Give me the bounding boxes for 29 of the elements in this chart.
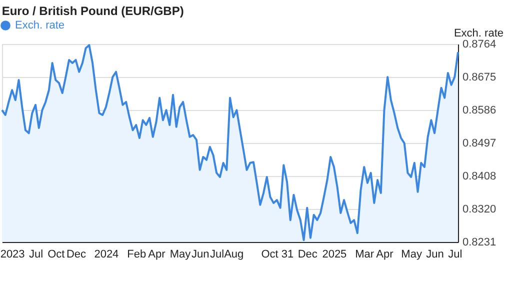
y2-tick-label: 0.8320 bbox=[462, 203, 496, 216]
x-tick-label: Dec bbox=[66, 248, 87, 260]
x-tick-label: Jul bbox=[29, 248, 44, 260]
y2-tick-label: 0.8231 bbox=[462, 236, 496, 248]
x-tick-label: 2023 bbox=[0, 248, 25, 260]
x-tick-label: Oct 31 bbox=[261, 248, 294, 260]
legend-label: Exch. rate bbox=[15, 20, 65, 32]
y2-tick-label: 0.8675 bbox=[462, 72, 496, 84]
x-tick-label: Apr bbox=[148, 248, 166, 260]
y2-tick-label: 0.8586 bbox=[462, 104, 496, 117]
x-tick-label: Jul bbox=[210, 248, 224, 260]
x-tick-label: Oct bbox=[48, 248, 65, 260]
x-tick-label: Aug bbox=[224, 248, 244, 260]
x-tick-label: Jun bbox=[426, 248, 444, 260]
x-tick-label: Jul bbox=[448, 248, 462, 260]
chart-title: Euro / British Pound (EUR/GBP) bbox=[2, 4, 184, 18]
x-tick-label: 2025 bbox=[322, 248, 347, 260]
x-tick-label: Jun bbox=[191, 248, 210, 260]
y2-tick-label: 0.8408 bbox=[462, 170, 496, 183]
y2-axis-title: Exch. rate bbox=[454, 28, 504, 40]
x-tick-label: Feb bbox=[127, 248, 146, 260]
x-tick-label: May bbox=[170, 248, 192, 260]
x-tick-label: Mar bbox=[355, 248, 374, 260]
x-tick-label: 2024 bbox=[94, 248, 119, 260]
x-tick-label: May bbox=[401, 248, 422, 260]
x-tick-label: Apr bbox=[376, 248, 394, 260]
x-tick-label: Dec bbox=[298, 248, 318, 260]
y2-tick-label: 0.8497 bbox=[462, 138, 496, 150]
y2-tick-label: 0.8764 bbox=[462, 38, 496, 50]
